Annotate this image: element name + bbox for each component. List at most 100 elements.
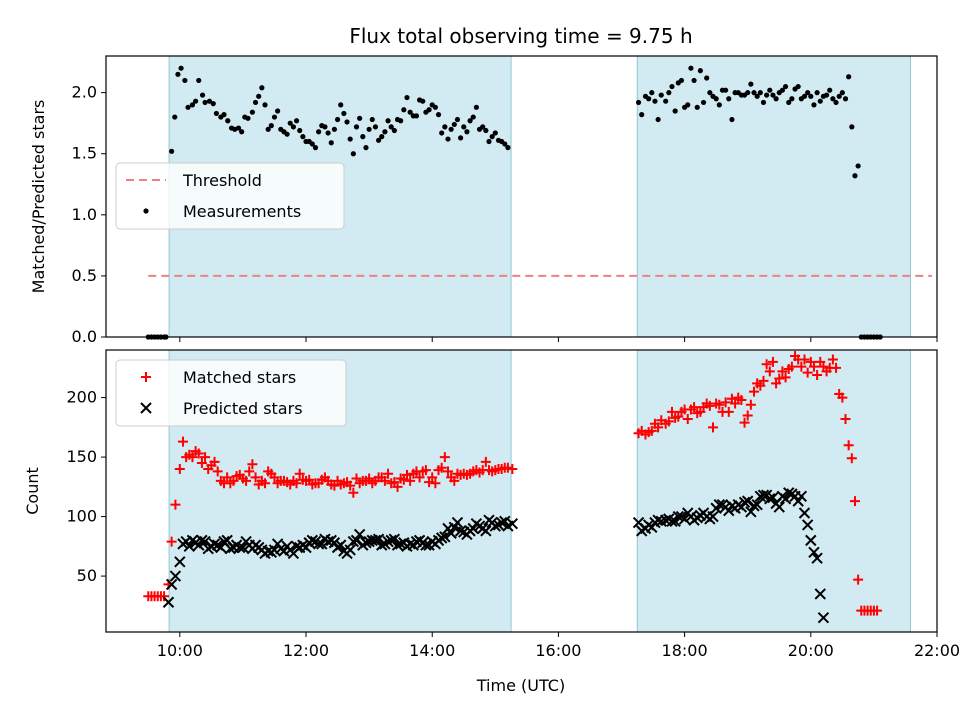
data-point — [506, 518, 519, 530]
data-point — [262, 102, 268, 108]
data-point — [335, 539, 347, 551]
data-point — [691, 77, 697, 84]
data-point — [796, 361, 807, 372]
data-point — [363, 145, 369, 151]
data-point — [748, 81, 754, 87]
data-point — [347, 136, 353, 142]
data-point — [306, 534, 319, 547]
data-point — [831, 362, 842, 373]
data-point — [345, 480, 356, 491]
data-point — [742, 410, 753, 421]
series-predicted-stars — [162, 487, 830, 624]
data-point — [811, 102, 817, 108]
data-point — [199, 535, 211, 548]
data-point — [678, 77, 685, 84]
y-tick-label: 50 — [77, 566, 97, 585]
data-point — [344, 544, 356, 556]
data-point — [480, 456, 491, 467]
data-point — [454, 525, 467, 537]
data-point — [192, 98, 199, 104]
data-point — [391, 539, 404, 551]
data-point — [812, 369, 823, 380]
data-point — [708, 422, 719, 433]
data-point — [199, 92, 206, 98]
data-point — [483, 127, 489, 134]
legend-swatch — [143, 208, 149, 214]
data-point — [814, 588, 826, 600]
data-point — [385, 534, 397, 547]
data-point — [297, 127, 303, 134]
ratio-panel: 0.0 0.5 1.0 1.5 2.0 Matched/Predicted stars Th… — [29, 55, 938, 346]
data-point — [206, 98, 213, 104]
data-point — [758, 375, 769, 386]
data-point — [388, 533, 401, 545]
data-point — [436, 462, 447, 473]
data-point — [210, 101, 216, 107]
data-point — [265, 126, 271, 132]
data-point — [360, 134, 366, 140]
data-point — [689, 402, 700, 413]
data-point — [694, 104, 700, 110]
data-point — [404, 538, 416, 550]
y-tick-label: 1.0 — [72, 205, 97, 224]
data-point — [817, 612, 830, 624]
y-axis-label: Count — [23, 467, 42, 515]
data-point — [414, 472, 425, 483]
data-point — [736, 394, 747, 405]
legend-label: Threshold — [182, 171, 262, 190]
data-point — [353, 528, 366, 541]
data-point — [325, 130, 331, 136]
data-point — [394, 538, 407, 550]
data-point — [495, 516, 508, 529]
data-point — [312, 538, 325, 550]
data-point — [745, 90, 751, 96]
data-point — [439, 452, 450, 463]
data-point — [707, 90, 713, 96]
data-point — [461, 124, 467, 130]
data-point — [451, 121, 457, 128]
data-point — [379, 475, 390, 486]
data-point — [372, 124, 379, 130]
data-point — [846, 74, 852, 80]
data-point — [480, 525, 492, 537]
data-point — [739, 417, 750, 428]
data-point — [726, 96, 732, 102]
legend-swatch — [141, 372, 151, 382]
data-point — [442, 466, 453, 477]
data-point — [225, 118, 231, 124]
data-point — [798, 507, 811, 519]
data-point — [338, 102, 344, 108]
data-point — [773, 501, 785, 513]
data-point — [287, 120, 293, 126]
data-point — [366, 126, 372, 132]
data-point — [213, 110, 220, 117]
data-point — [663, 416, 674, 427]
data-point — [704, 400, 715, 411]
data-point — [492, 130, 498, 136]
data-point — [174, 463, 185, 474]
data-point — [836, 93, 842, 99]
data-point — [852, 173, 858, 179]
data-point — [159, 591, 170, 602]
data-point — [294, 468, 305, 479]
data-point — [432, 104, 438, 110]
data-point — [369, 116, 375, 123]
data-point — [222, 472, 233, 483]
data-point — [348, 487, 359, 498]
data-point — [328, 140, 334, 146]
data-point — [344, 119, 350, 125]
data-point — [827, 87, 833, 93]
data-point — [507, 463, 518, 474]
data-point — [445, 527, 457, 539]
y-tick-label: 1.5 — [72, 144, 97, 163]
data-point — [404, 94, 410, 101]
data-point — [405, 475, 416, 486]
x-tick-label: 16:00 — [535, 641, 581, 660]
data-point — [713, 96, 719, 102]
data-point — [839, 90, 845, 96]
data-point — [849, 496, 860, 507]
data-point — [707, 510, 719, 523]
data-point — [185, 104, 191, 110]
data-point — [350, 151, 356, 157]
data-point — [177, 436, 188, 447]
